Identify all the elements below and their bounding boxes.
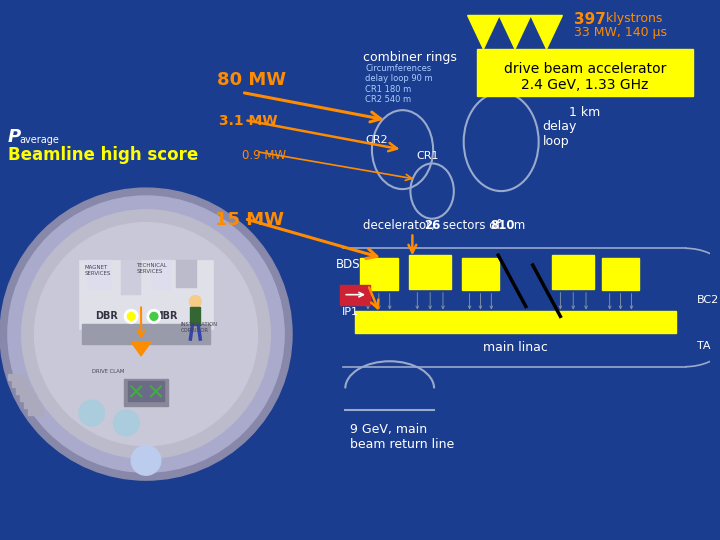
Circle shape (0, 188, 292, 480)
Text: DBR: DBR (95, 312, 118, 321)
Bar (128, 381, 163, 401)
Text: sectors of: sectors of (439, 219, 504, 232)
Text: DRIVE CLAM: DRIVE CLAM (91, 369, 124, 374)
Text: 0.9 MW: 0.9 MW (242, 148, 286, 161)
Text: m: m (510, 219, 526, 232)
Text: 80 MW: 80 MW (217, 71, 286, 89)
Text: BC2: BC2 (696, 295, 719, 305)
Bar (82, 324, 210, 344)
Bar (8, 374, 24, 381)
Text: 397: 397 (574, 11, 606, 26)
Circle shape (150, 313, 158, 320)
Text: TECHNICAL
SERVICES: TECHNICAL SERVICES (136, 263, 167, 274)
Text: drive beam accelerator: drive beam accelerator (504, 62, 666, 76)
Circle shape (131, 446, 161, 475)
Text: 810: 810 (490, 219, 515, 232)
Bar (477, 49, 693, 96)
Bar (79, 260, 213, 329)
Circle shape (189, 296, 202, 307)
Bar (462, 258, 499, 290)
Bar (341, 285, 370, 305)
Text: Beamline high score: Beamline high score (8, 146, 198, 164)
Text: BDS: BDS (336, 258, 360, 271)
Bar (190, 307, 200, 325)
Text: CR1: CR1 (416, 152, 438, 161)
Bar (16, 387, 32, 394)
Text: 15 MW: 15 MW (215, 211, 284, 229)
Bar (355, 312, 676, 333)
Text: decelerator,: decelerator, (363, 219, 438, 232)
Bar (410, 255, 451, 289)
Bar (87, 260, 112, 290)
Text: average: average (19, 135, 60, 145)
Bar (176, 260, 197, 288)
Bar (151, 260, 171, 290)
Bar (12, 381, 27, 387)
Bar (27, 408, 43, 415)
Text: 1 km: 1 km (570, 106, 600, 119)
Text: MAGNET
SERVICES: MAGNET SERVICES (85, 265, 111, 276)
Circle shape (125, 309, 138, 323)
Text: TA: TA (696, 341, 710, 351)
Text: 3.1 MW: 3.1 MW (219, 114, 277, 128)
Polygon shape (467, 16, 499, 49)
Bar (360, 258, 397, 290)
Text: combiner rings: combiner rings (363, 51, 457, 64)
Circle shape (35, 222, 258, 446)
Circle shape (79, 400, 104, 426)
Text: 9 GeV, main
beam return line: 9 GeV, main beam return line (350, 423, 454, 451)
Bar (552, 255, 594, 289)
Circle shape (127, 313, 135, 320)
Text: P: P (8, 128, 21, 146)
Bar (19, 394, 35, 401)
Circle shape (8, 196, 284, 472)
Text: 33 MW, 140 μs: 33 MW, 140 μs (574, 26, 667, 39)
Text: IP1: IP1 (342, 307, 359, 316)
Text: CR2: CR2 (365, 135, 387, 145)
Text: klystrons: klystrons (602, 11, 662, 24)
Circle shape (22, 210, 270, 458)
Bar (122, 260, 141, 295)
Text: MBR: MBR (153, 312, 178, 321)
Polygon shape (499, 16, 531, 49)
Text: delay
loop: delay loop (543, 120, 577, 148)
Circle shape (147, 309, 161, 323)
Polygon shape (531, 16, 562, 49)
Text: main linac: main linac (483, 341, 548, 354)
Circle shape (114, 410, 139, 436)
Bar (125, 379, 168, 406)
Text: 26: 26 (424, 219, 441, 232)
Text: 2.4 GeV, 1.33 GHz: 2.4 GeV, 1.33 GHz (521, 78, 649, 92)
Polygon shape (131, 342, 151, 356)
Text: Circumferences
delay loop 90 m
CR1 180 m
CR2 540 m: Circumferences delay loop 90 m CR1 180 m… (365, 64, 433, 104)
Bar (602, 258, 639, 290)
Text: INSTALLATION
CORRIDOR: INSTALLATION CORRIDOR (181, 322, 217, 333)
Bar (24, 401, 40, 408)
